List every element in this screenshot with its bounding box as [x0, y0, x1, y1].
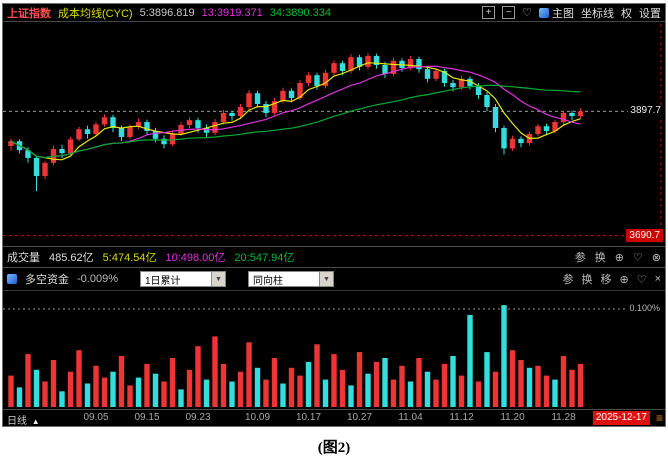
- axis-date: 10.17: [295, 412, 322, 423]
- main-chart-button[interactable]: 主图: [539, 5, 574, 21]
- indicator-icon: [7, 274, 17, 284]
- volume-header: 成交量 485.62亿 5:474.54亿 10:498.00亿 20:547.…: [3, 246, 665, 268]
- axis-date: 11.04: [398, 412, 423, 423]
- indicator-pane[interactable]: 0.100%: [3, 291, 665, 409]
- indicator-header: 多空资金 -0.009% 1日累计 ▼ 同向柱 ▼ 参 换 移 ⊕ ♡ ×: [3, 268, 665, 291]
- flow-grid-label: 0.100%: [627, 303, 662, 314]
- main-chart-pane[interactable]: 3897.7 3690.7: [3, 22, 665, 246]
- chart-header: 上证指数 成本均线(CYC) 5:3896.819 13:3919.371 34…: [3, 4, 665, 22]
- volume-value: 485.62亿: [49, 252, 94, 264]
- current-date-badge: 2025-12-17: [592, 411, 650, 425]
- menu-icon[interactable]: ≡: [655, 411, 663, 425]
- coordinate-button[interactable]: 坐标线: [581, 7, 614, 20]
- volume-ma20: 20:547.94亿: [234, 252, 295, 264]
- volume-ma5: 5:474.54亿: [102, 252, 157, 264]
- period-selector[interactable]: 日线 ▲: [7, 412, 40, 427]
- chevron-down-icon: ▼: [210, 272, 225, 286]
- time-axis: 日线 ▲ 09.05 09.15 09.23 10.09 10.17 10.27 11.04…: [3, 409, 665, 427]
- axis-date: 10.09: [244, 412, 271, 423]
- period-dropdown-value: 1日累计: [144, 275, 181, 287]
- cyc34-value: 34:3890.334: [269, 6, 331, 19]
- axis-date: 11.20: [500, 412, 525, 423]
- close-icon[interactable]: ⊗: [651, 251, 661, 264]
- stock-chart-window: 上证指数 成本均线(CYC) 5:3896.819 13:3919.371 34…: [2, 3, 666, 427]
- indicator-params-button[interactable]: 参: [562, 274, 574, 286]
- period-label: 日线: [7, 416, 27, 427]
- indicator-switch-button[interactable]: 换: [581, 274, 593, 286]
- indicator-value: -0.009%: [77, 273, 118, 285]
- favorite-icon[interactable]: ♡: [636, 273, 647, 286]
- style-dropdown[interactable]: 同向柱 ▼: [247, 271, 334, 287]
- cyc5-value: 5:3896.819: [139, 6, 195, 19]
- volume-title: 成交量: [7, 252, 40, 264]
- volume-params-button[interactable]: 参: [574, 252, 586, 264]
- axis-date: 11.28: [551, 412, 576, 423]
- axis-dates: 09.05 09.15 09.23 10.09 10.17 10.27 11.04 11.12…: [3, 410, 665, 426]
- main-chart-button-label: 主图: [552, 7, 574, 20]
- figure-caption: (图2): [317, 440, 351, 456]
- axis-date: 09.15: [134, 412, 160, 423]
- cyc13-value: 13:3919.371: [201, 6, 263, 19]
- close-icon[interactable]: ×: [654, 273, 661, 285]
- axis-date: 11.12: [449, 412, 474, 423]
- period-dropdown[interactable]: 1日累计 ▼: [139, 271, 226, 287]
- money-flow-bar-chart[interactable]: [3, 291, 665, 409]
- indicator-title: 多空资金: [25, 274, 69, 286]
- indicator-move-button[interactable]: 移: [600, 274, 612, 286]
- indicator-name: 成本均线(CYC): [58, 7, 133, 20]
- up-triangle-icon: ▲: [31, 417, 40, 426]
- alert-label: 3690.7: [626, 228, 663, 242]
- axis-date: 09.05: [83, 412, 109, 423]
- symbol-name[interactable]: 上证指数: [7, 7, 51, 20]
- rights-button[interactable]: 权: [621, 7, 632, 20]
- axis-date: 09.23: [185, 412, 211, 423]
- price-label: 3897.7: [628, 105, 663, 118]
- favorite-icon[interactable]: ♡: [522, 7, 532, 19]
- candlestick-chart[interactable]: [3, 22, 665, 246]
- volume-switch-button[interactable]: 换: [594, 252, 606, 264]
- style-dropdown-value: 同向柱: [252, 275, 283, 287]
- settings-button[interactable]: 设置: [639, 7, 661, 20]
- zoom-icon[interactable]: ⊕: [614, 251, 624, 264]
- zoom-out-icon[interactable]: −: [502, 6, 516, 19]
- main-chart-icon: [539, 7, 549, 18]
- favorite-icon[interactable]: ♡: [632, 251, 643, 264]
- axis-date: 10.27: [346, 412, 373, 423]
- zoom-icon[interactable]: ⊕: [619, 273, 629, 286]
- volume-ma10: 10:498.00亿: [165, 252, 226, 264]
- chevron-down-icon: ▼: [318, 272, 333, 286]
- zoom-in-icon[interactable]: +: [482, 6, 496, 19]
